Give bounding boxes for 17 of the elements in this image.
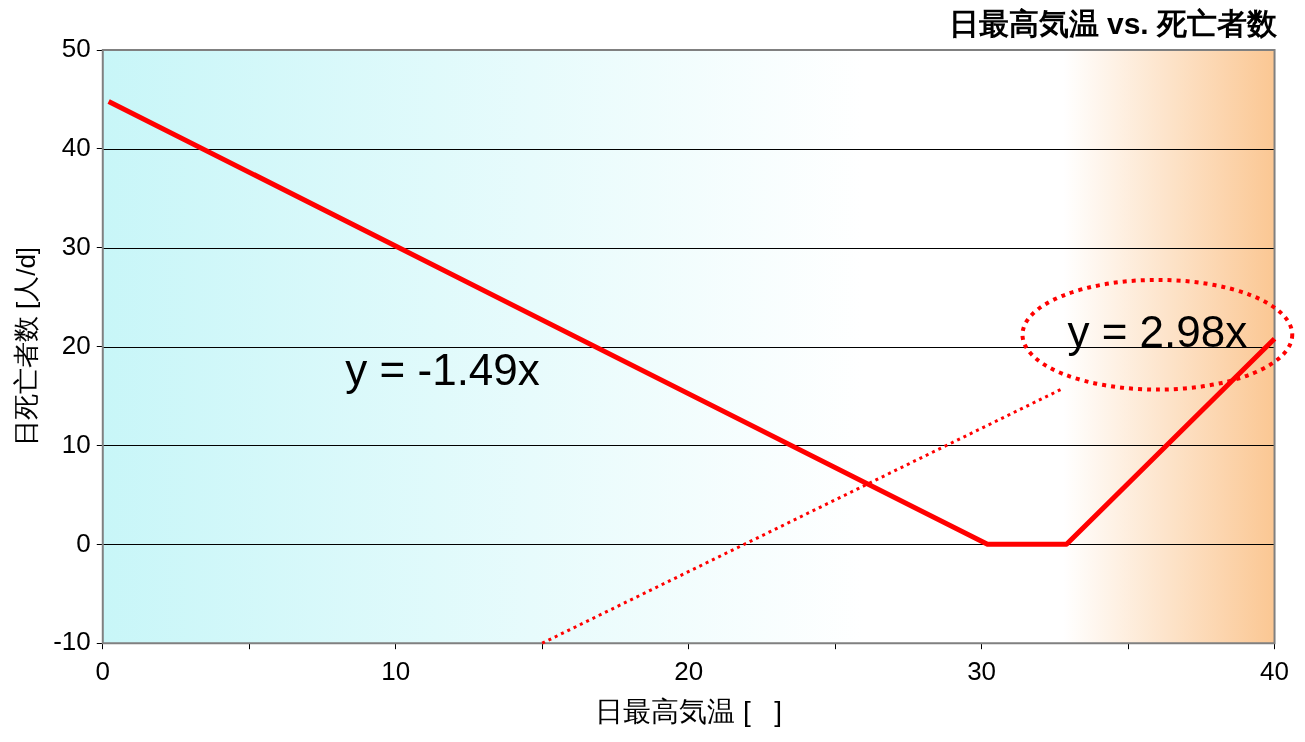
annotation: y = 2.98x xyxy=(1067,306,1248,356)
x-tick-label: 30 xyxy=(967,655,997,686)
annotation: y = -1.49x xyxy=(345,345,540,395)
y-tick-label: -10 xyxy=(53,626,91,657)
y-tick-label: 20 xyxy=(61,329,91,360)
x-tick-label: 20 xyxy=(674,655,704,686)
x-tick-label: 0 xyxy=(95,655,111,686)
y-tick-label: 50 xyxy=(61,33,91,64)
y-axis-title: 日死亡者数 [人/d] xyxy=(10,246,41,447)
y-tick-label: 30 xyxy=(61,230,91,261)
x-axis-title: 日最高気温 [ ] xyxy=(595,695,782,727)
x-tick-label: 40 xyxy=(1260,655,1289,686)
y-tick-label: 10 xyxy=(61,428,91,459)
y-tick-label: 40 xyxy=(61,132,91,163)
chart-title: 日最高気温 vs. 死亡者数 xyxy=(948,7,1278,41)
y-tick-label: 0 xyxy=(76,527,91,558)
x-tick-label: 10 xyxy=(381,655,411,686)
